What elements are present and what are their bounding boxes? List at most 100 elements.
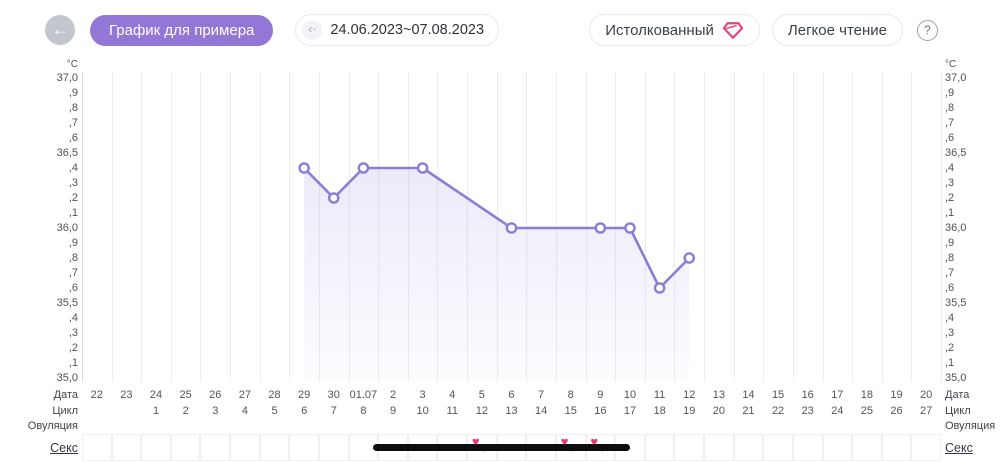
area-fill [304,168,690,382]
back-button[interactable]: ← [45,15,75,45]
gridline [881,72,883,382]
gridline [733,72,735,382]
data-point[interactable] [653,282,666,294]
sex-cell[interactable] [200,434,231,461]
gridline [674,72,676,382]
sex-cell[interactable] [763,434,793,461]
cycle-cell: 10 [416,405,429,417]
cycle-cell: 20 [712,405,725,417]
data-point[interactable] [505,222,518,234]
y-tick-label: 37,0 [56,72,78,84]
y-tick-label: ,9 [945,237,955,249]
heart-icon: ♥ [471,434,480,449]
date-row-label-right: Дата [945,389,970,401]
cycle-cell: 14 [534,405,548,417]
sex-cell[interactable] [259,434,290,461]
cycle-cell: 26 [890,405,903,417]
sex-cell[interactable] [289,434,319,461]
data-point[interactable] [416,162,429,174]
cycle-cell: 8 [360,405,367,417]
cycle-cell: 25 [860,405,874,417]
date-cell: 15 [771,389,785,401]
sex-cell[interactable] [230,434,260,461]
date-cell: 18 [860,389,874,401]
sex-cell[interactable] [644,434,675,461]
sex-cell[interactable] [82,434,112,461]
date-cell: 19 [890,389,903,401]
y-tick-label: 37,0 [945,72,967,84]
y-tick-label: ,8 [68,252,78,264]
data-point[interactable] [683,252,696,264]
y-tick-label: 35,5 [945,297,967,309]
sex-cell[interactable] [111,434,142,461]
cycle-cell: 21 [742,405,755,417]
gridline [200,72,202,382]
cycle-cell: 13 [505,405,518,417]
y-tick-label: 36,5 [56,147,78,159]
data-point[interactable] [357,162,370,174]
y-tick-label: ,7 [68,117,78,129]
y-axis-unit-left: °C [66,59,78,70]
date-cell: 14 [742,389,755,401]
example-chart-button[interactable]: График для примера [90,14,274,46]
date-cell: 25 [179,389,192,401]
sex-cell[interactable] [733,434,764,461]
cycle-cell: 3 [212,405,219,417]
y-tick-label: ,2 [945,342,955,354]
sex-cell[interactable] [881,434,912,461]
cycle-cell: 12 [475,405,488,417]
y-tick-label: ,3 [945,177,955,189]
date-cell: 27 [238,389,252,401]
sex-cell[interactable] [348,434,379,461]
sex-cell[interactable] [852,434,882,461]
cycle-cell: 19 [683,405,696,417]
temperature-line-chart [298,162,696,382]
date-cell: 5 [478,389,485,401]
date-cell: 4 [449,389,456,401]
data-point[interactable] [594,222,607,234]
sex-cell[interactable] [792,434,823,461]
y-tick-label: 35,0 [945,372,967,384]
gridline [141,72,143,382]
cycle-cell: 16 [594,405,607,417]
sex-period-line[interactable] [373,444,630,451]
data-point[interactable] [327,192,340,204]
sex-cell[interactable] [318,434,349,461]
y-tick-label: 36,0 [56,222,78,234]
y-tick-label: 36,5 [945,147,967,159]
y-tick-label: ,7 [68,267,78,279]
cycle-row-label-right: Цикл [945,405,971,417]
data-point[interactable] [298,162,310,174]
sex-row-label-right[interactable]: Секс [945,441,973,455]
gridline [644,72,646,382]
cycle-cell: 9 [389,405,397,417]
date-cell: 13 [712,389,725,401]
y-tick-label: ,9 [68,87,78,99]
easy-reading-button[interactable]: Легкое чтение [771,14,903,46]
sex-cell[interactable] [911,434,941,461]
y-tick-label: ,1 [945,207,955,219]
help-icon[interactable]: ? [917,19,938,41]
interpreted-button[interactable]: Истолкованный [589,14,760,46]
cycle-cell: 7 [330,405,337,417]
sex-cell[interactable] [674,434,705,461]
sex-cell[interactable] [704,434,734,461]
sex-cell[interactable] [141,434,171,461]
y-tick-label: ,2 [945,192,955,204]
sex-row-label-left[interactable]: Секс [50,441,78,455]
interpreted-label: Истолкованный [605,21,714,39]
date-row-label-left: Дата [53,389,78,401]
easy-reading-label: Легкое чтение [787,21,887,39]
cycle-cell: 24 [831,405,844,417]
sex-cell[interactable] [170,434,201,461]
sex-cell[interactable] [822,434,853,461]
date-range-value: 24.06.2023~07.08.2023 [330,22,485,38]
gridline [82,72,83,382]
y-tick-label: ,8 [945,252,955,264]
collapse-range-icon[interactable]: ‹· [302,20,323,40]
gridline [170,72,172,382]
data-point[interactable] [624,222,636,234]
date-range-field[interactable]: ‹· 24.06.2023~07.08.2023 [295,14,500,46]
date-cell: 7 [538,389,545,401]
